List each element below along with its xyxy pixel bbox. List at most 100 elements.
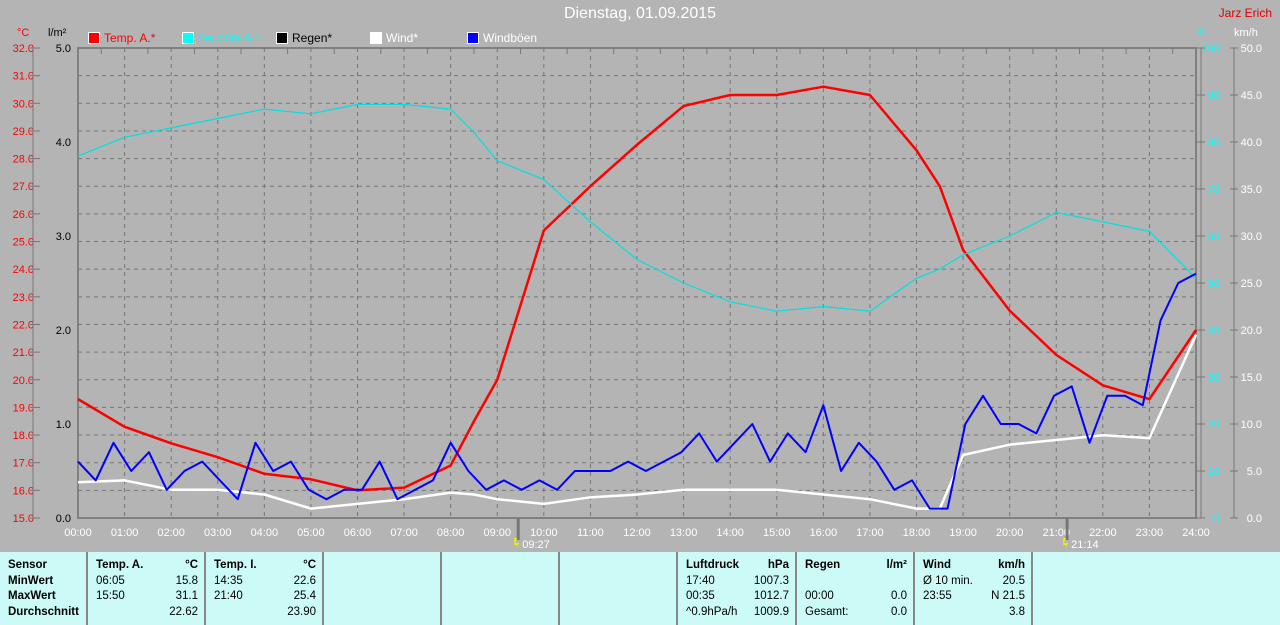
min-time: 14:35	[214, 574, 243, 587]
humidity-tick-label: 60	[1208, 231, 1220, 243]
col-unit: hPa	[767, 559, 789, 571]
temp-tick-label: 18.0	[13, 430, 34, 442]
col-title: Luftdruck	[686, 559, 740, 571]
wind-column: Wind km/h Ø 10 min. 20.5 23:55 N 21.5 3.8	[915, 552, 1033, 625]
x-tick-label: 12:00	[623, 527, 651, 539]
temp-tick-label: 16.0	[13, 485, 34, 497]
humidity-tick-label: 90	[1208, 90, 1220, 102]
x-tick-label: 04:00	[251, 527, 279, 539]
rain-tick-label: 3.0	[56, 231, 71, 243]
temp-unit: °C	[17, 27, 29, 39]
humidity-tick-label: 0	[1214, 513, 1220, 525]
col-unit: °C	[303, 559, 316, 571]
humidity-tick-label: 20	[1208, 419, 1220, 431]
x-tick-label: 22:00	[1089, 527, 1117, 539]
max-value: 31.1	[175, 590, 198, 602]
chart-title: Dienstag, 01.09.2015	[563, 5, 717, 22]
temp-tick-label: 22.0	[13, 319, 34, 331]
x-tick-label: 08:00	[437, 527, 465, 539]
temp-tick-label: 25.0	[13, 237, 34, 249]
avg-label: Ø 10 min.	[923, 574, 973, 587]
wind-tick-label: 40.0	[1241, 137, 1262, 149]
mean-value: 3.8	[1009, 605, 1025, 618]
x-tick-label: 02:00	[157, 527, 185, 539]
x-tick-label: 06:00	[344, 527, 372, 539]
x-tick-label: 19:00	[949, 527, 977, 539]
humidity-tick-label: 30	[1208, 372, 1220, 384]
label-max: MaxWert	[8, 590, 56, 602]
wind-tick-label: 25.0	[1241, 278, 1262, 290]
sunset-icon	[1063, 538, 1069, 549]
rain-tick-label: 4.0	[56, 137, 71, 149]
wind-tick-label: 45.0	[1241, 90, 1262, 102]
col-title: Wind	[923, 559, 951, 571]
legend-label: Feuchte A.*	[198, 31, 261, 45]
trend: ^0.9hPa/h	[686, 605, 738, 618]
temp-tick-label: 31.0	[13, 71, 34, 83]
x-tick-label: 15:00	[763, 527, 791, 539]
x-tick-label: 09:00	[483, 527, 511, 539]
col-unit: °C	[185, 559, 198, 571]
avg-value: 1009.9	[753, 605, 789, 618]
max-time: 00:35	[686, 590, 715, 602]
min-time: 06:05	[96, 574, 125, 587]
humidity-tick-label: 10	[1208, 466, 1220, 478]
wind-tick-label: 5.0	[1247, 466, 1262, 478]
legend-label: Wind*	[386, 31, 419, 45]
temp-tick-label: 32.0	[13, 43, 34, 55]
empty-column	[442, 552, 560, 625]
temp-tick-label: 15.0	[13, 513, 34, 525]
statistics-panel: Sensor MinWert MaxWert Durchschnitt Temp…	[0, 552, 1280, 625]
col-title: Temp. A.	[96, 559, 144, 571]
wind-tick-label: 15.0	[1241, 372, 1262, 384]
x-tick-label: 17:00	[856, 527, 884, 539]
x-tick-label: 18:00	[903, 527, 931, 539]
min-value: 22.6	[293, 574, 316, 587]
wind-tick-label: 20.0	[1241, 325, 1262, 337]
temp-tick-label: 17.0	[13, 458, 34, 470]
wind-tick-label: 30.0	[1241, 231, 1262, 243]
col-title: Temp. I.	[214, 559, 257, 571]
x-tick-label: 23:00	[1136, 527, 1164, 539]
legend-humidity: Feuchte A.*	[182, 31, 260, 45]
x-tick-label: 07:00	[390, 527, 418, 539]
wind-tick-label: 35.0	[1241, 184, 1262, 196]
humidity-tick-label: 50	[1208, 278, 1220, 290]
wind-tick-label: 0.0	[1247, 513, 1262, 525]
x-tick-label: 10:00	[530, 527, 558, 539]
humidity-unit: %	[1197, 27, 1207, 39]
col-title: Regen	[805, 559, 841, 571]
min-time: 17:40	[686, 574, 715, 587]
col-unit: km/h	[998, 559, 1025, 571]
rain-unit: l/m²	[48, 27, 67, 39]
temp-tick-label: 30.0	[13, 98, 34, 110]
rain-value: 0.0	[891, 590, 907, 602]
legend-label: Regen*	[292, 31, 333, 45]
label-avg: Durchschnitt	[8, 605, 79, 618]
rain-tick-label: 0.0	[56, 513, 71, 525]
rain-time: 00:00	[805, 590, 834, 602]
temp-tick-label: 26.0	[13, 209, 34, 221]
sunrise-label: 09:27	[522, 539, 550, 551]
x-tick-label: 16:00	[810, 527, 838, 539]
legend-wind: Wind*	[370, 31, 418, 45]
legend-rain: Regen*	[276, 31, 332, 45]
temp-tick-label: 21.0	[13, 347, 34, 359]
x-tick-label: 03:00	[204, 527, 232, 539]
label-min: MinWert	[8, 574, 54, 587]
total-label: Gesamt:	[805, 605, 849, 618]
wind-tick-label: 50.0	[1241, 43, 1262, 55]
avg-value: 22.62	[169, 605, 198, 618]
sunset-label: 21:14	[1071, 539, 1099, 551]
avg-value: 20.5	[1002, 574, 1025, 587]
x-tick-label: 14:00	[716, 527, 744, 539]
total-value: 0.0	[891, 605, 907, 618]
rain-tick-label: 2.0	[56, 325, 71, 337]
legend-label: Temp. A.*	[104, 31, 156, 45]
pressure-column: Luftdruck hPa 17:40 1007.3 00:35 1012.7 ^0.…	[678, 552, 797, 625]
x-tick-label: 20:00	[996, 527, 1024, 539]
temp-tick-label: 27.0	[13, 181, 34, 193]
legend-temp: Temp. A.*	[88, 31, 155, 45]
x-tick-label: 11:00	[577, 527, 604, 539]
wind-tick-label: 10.0	[1241, 419, 1262, 431]
